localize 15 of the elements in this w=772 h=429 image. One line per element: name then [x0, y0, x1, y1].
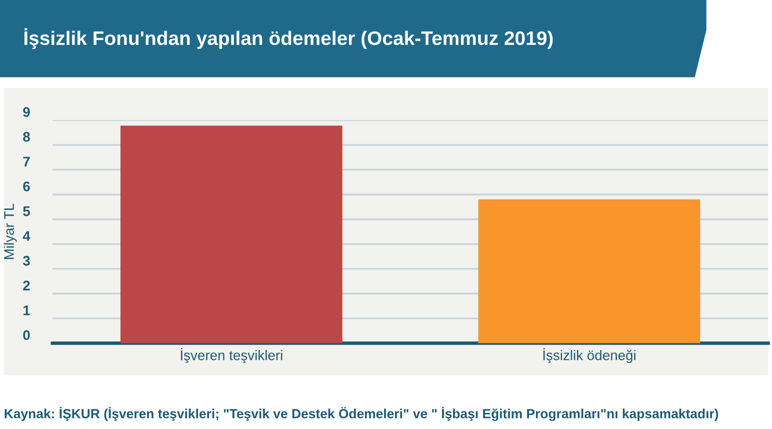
y-tick-label: 0 — [23, 330, 30, 340]
y-axis-title: Milyar TL — [4, 204, 17, 259]
y-tick-label: 9 — [23, 107, 30, 117]
y-tick-label: 6 — [23, 181, 30, 192]
y-tick-label: 3 — [22, 256, 30, 266]
x-tick-label: İşsizlik ödeneği — [543, 348, 636, 364]
y-tick-label: 2 — [23, 280, 30, 290]
text: Kaynak: İŞKUR (İşveren teşvikleri; "Teşvik ve Destek Ödemeleri" ve " İşbaşı Eğitim Programları"nı kapsamaktadır) — [4, 406, 718, 422]
chart-title: İşsizlik Fonu'ndan yapılan ödemeler (Ocak-Temmuz 2019) — [24, 28, 553, 49]
y-tick-label: 7 — [23, 156, 30, 166]
y-tick-label: 1 — [24, 306, 30, 316]
x-tick-label: İşveren teşvikleri — [180, 348, 282, 364]
y-tick-label: 5 — [23, 206, 30, 216]
y-tick-label: 4 — [22, 231, 30, 241]
y-tick-label: 8 — [23, 132, 30, 142]
